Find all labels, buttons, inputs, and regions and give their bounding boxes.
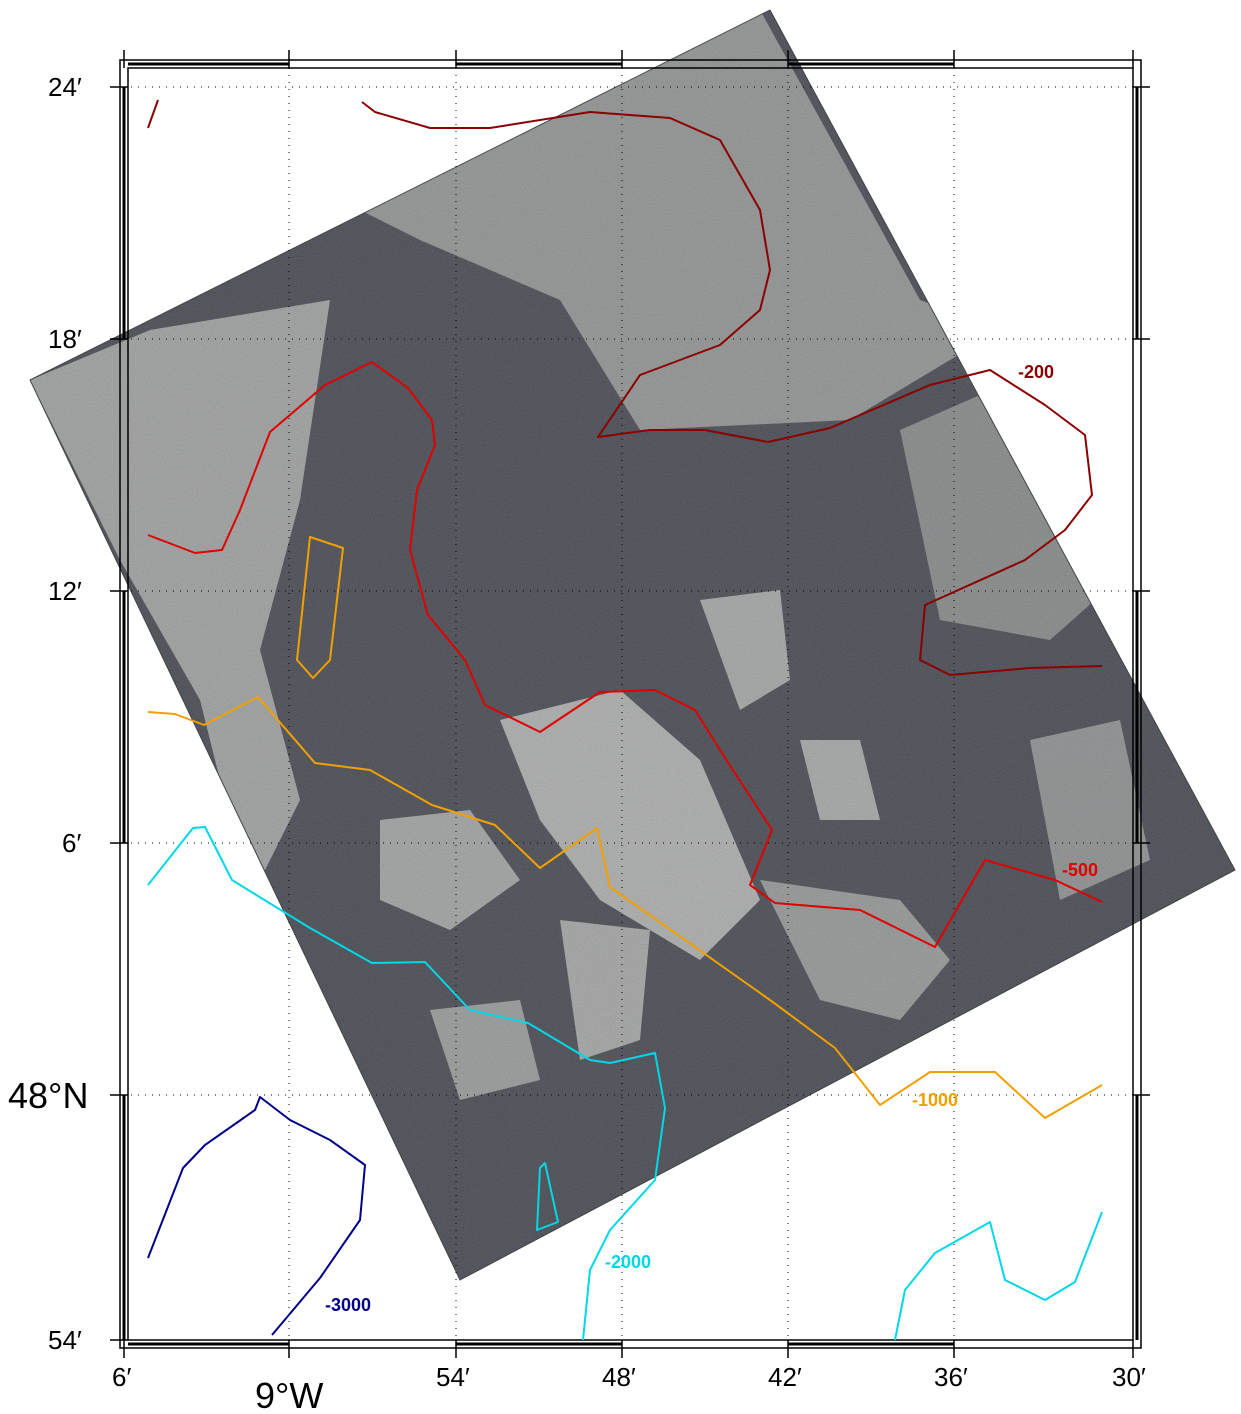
contour-200: [147, 99, 1103, 676]
lon-label-9w: 9°W: [255, 1375, 323, 1414]
contour-1000: [147, 536, 1103, 1119]
lon-label-42: 42′: [768, 1362, 802, 1392]
contour-3000: [147, 1096, 366, 1336]
contour-label-2000: -2000: [605, 1252, 651, 1272]
lat-label-54: 54′: [48, 1325, 82, 1355]
lon-label-36: 36′: [934, 1362, 968, 1392]
image-outline: [29, 9, 1236, 1281]
lon-label-6: 6′: [112, 1362, 131, 1392]
graticule: [124, 68, 1137, 1340]
map-frame: [110, 50, 1150, 1358]
contour-500: [147, 361, 1103, 948]
contour-label-3000: -3000: [325, 1295, 371, 1315]
lat-label-48n: 48°N: [8, 1075, 88, 1116]
lon-label-48: 48′: [602, 1362, 636, 1392]
lat-label-6: 6′: [62, 828, 81, 858]
lat-label-12: 12′: [48, 576, 82, 606]
lat-label-24: 24′: [48, 72, 82, 102]
lat-label-18: 18′: [48, 324, 82, 354]
contour-2000: [147, 826, 1103, 1341]
contour-label-500: -500: [1062, 860, 1098, 880]
contour-label-1000: -1000: [912, 1090, 958, 1110]
lon-label-54: 54′: [436, 1362, 470, 1392]
satellite-image: [30, 10, 1235, 1280]
contour-label-200: -200: [1018, 362, 1054, 382]
lon-label-30: 30′: [1112, 1362, 1146, 1392]
